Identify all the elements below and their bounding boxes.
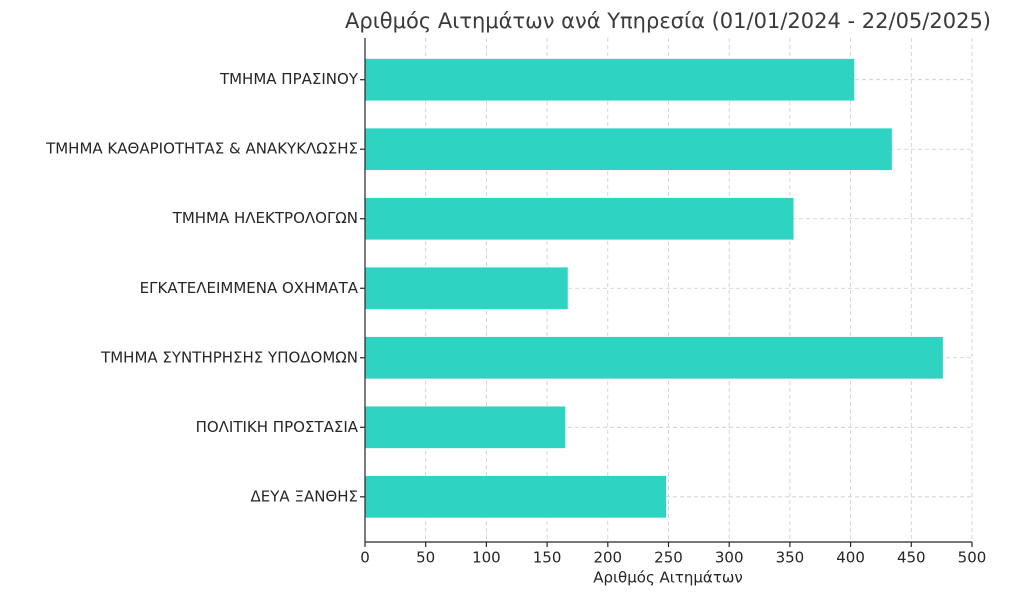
x-tick-label: 200 [593,549,622,567]
y-tick-label: ΤΜΗΜΑ ΗΛΕΚΤΡΟΛΟΓΩΝ [172,209,358,227]
bar [365,128,892,171]
y-tick-label: ΤΜΗΜΑ ΠΡΑΣΙΝΟΥ [219,70,359,88]
bar [365,58,855,101]
x-tick-label: 500 [958,549,987,567]
bar [365,267,568,310]
x-tick-label: 150 [533,549,562,567]
y-tick-label: ΤΜΗΜΑ ΣΥΝΤΗΡΗΣΗΣ ΥΠΟΔΟΜΩΝ [100,348,358,366]
x-tick-label: 300 [715,549,744,567]
bar [365,475,667,518]
y-tick-label: ΠΟΛΙΤΙΚΗ ΠΡΟΣΤΑΣΙΑ [196,418,359,436]
x-tick-label: 450 [897,549,926,567]
y-tick-label: ΤΜΗΜΑ ΚΑΘΑΡΙΟΤΗΤΑΣ & ΑΝΑΚΥΚΛΩΣΗΣ [45,140,358,158]
chart-title: Αριθμός Αιτημάτων ανά Υπηρεσία (01/01/20… [345,9,991,33]
bar [365,336,943,379]
x-tick-label: 350 [776,549,805,567]
x-tick-label: 0 [360,549,370,567]
y-tick-label: ΔΕΥΑ ΞΑΝΘΗΣ [251,487,358,505]
x-tick-label: 250 [654,549,683,567]
x-tick-label: 400 [836,549,865,567]
bar [365,406,566,449]
y-tick-label: ΕΓΚΑΤΕΛΕΙΜΜΕΝΑ ΟΧΗΜΑΤΑ [140,279,359,297]
x-axis-label: Αριθμός Αιτημάτων [593,569,743,587]
x-tick-label: 50 [416,549,435,567]
bar [365,197,794,240]
x-tick-label: 100 [472,549,501,567]
